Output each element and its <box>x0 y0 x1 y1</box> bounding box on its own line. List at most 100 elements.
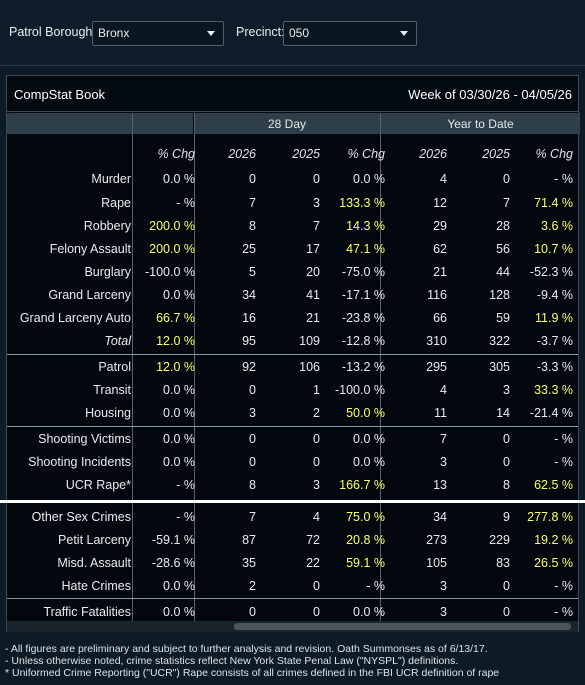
table-cell: -100.0 % <box>334 383 385 397</box>
table-row[interactable]: Grand Larceny 0.0 % 34 41 -17.1 % 116 128 -9.4 … <box>7 284 578 307</box>
table-cell: 75.0 % <box>346 510 385 524</box>
table-cell: 16 <box>242 311 256 325</box>
row-label: Robbery <box>83 219 131 233</box>
section-divider <box>0 500 585 503</box>
table-cell: 3.6 % <box>541 219 573 233</box>
scrollbar-thumb[interactable] <box>234 623 571 630</box>
table-row[interactable]: Grand Larceny Auto 66.7 % 16 21 -23.8 % 66 59 1… <box>7 307 578 330</box>
chevron-down-icon <box>207 31 215 36</box>
table-row[interactable]: UCR Rape* - % 8 3 166.7 % 13 8 62.5 % <box>7 474 578 497</box>
column-header[interactable]: % Chg <box>157 147 195 161</box>
table-cell: 7 <box>249 510 256 524</box>
column-header[interactable]: 2026 <box>228 147 256 161</box>
table-cell: - % <box>366 579 385 593</box>
row-label: Patrol <box>98 360 131 374</box>
table-row[interactable]: Total 12.0 % 95 109 -12.8 % 310 322 -3.7 % <box>7 330 578 353</box>
table-cell: 5 <box>249 265 256 279</box>
table-cell: 0 <box>313 432 320 446</box>
table-cell: 0.0 % <box>353 432 385 446</box>
horizontal-scrollbar[interactable] <box>7 621 578 632</box>
table-cell: 66.7 % <box>156 311 195 325</box>
table-cell: -100.0 % <box>144 265 195 279</box>
table-cell: 56 <box>496 242 510 256</box>
column-header[interactable]: % Chg <box>535 147 573 161</box>
row-group-divider <box>7 426 578 427</box>
table-cell: 35 <box>242 556 256 570</box>
table-cell: 0.0 % <box>163 605 195 619</box>
table-cell: 10.7 % <box>534 242 573 256</box>
borough-select[interactable]: Bronx <box>92 21 224 46</box>
table-cell: 0.0 % <box>163 383 195 397</box>
table-cell: 0.0 % <box>163 288 195 302</box>
table-cell: 50.0 % <box>346 406 385 420</box>
table-cell: 0 <box>503 455 510 469</box>
table-row[interactable]: Murder 0.0 % 0 0 0.0 % 4 0 - % <box>7 168 578 191</box>
table-row[interactable]: Burglary -100.0 % 5 20 -75.0 % 21 44 -52.3 % <box>7 261 578 284</box>
table-row[interactable]: Felony Assault 200.0 % 25 17 47.1 % 62 56 10.7 … <box>7 238 578 261</box>
table-row[interactable]: Transit 0.0 % 0 1 -100.0 % 4 3 33.3 % <box>7 379 578 402</box>
table-row[interactable]: Housing 0.0 % 3 2 50.0 % 11 14 -21.4 % <box>7 402 578 425</box>
table-row[interactable]: Traffic Fatalities 0.0 % 0 0 0.0 % 3 0 - % <box>7 601 578 624</box>
table-cell: - % <box>554 579 573 593</box>
table-cell: 0.0 % <box>163 432 195 446</box>
table-row[interactable]: Shooting Incidents 0.0 % 0 0 0.0 % 3 0 - % <box>7 451 578 474</box>
row-label: Grand Larceny Auto <box>19 311 131 325</box>
table-cell: 9 <box>503 510 510 524</box>
table-cell: 3 <box>313 196 320 210</box>
table-cell: 14.3 % <box>346 219 385 233</box>
footnote: - Unless otherwise noted, crime statisti… <box>5 655 459 667</box>
table-row[interactable]: Other Sex Crimes - % 7 4 75.0 % 34 9 277.8 % <box>7 506 578 529</box>
chevron-down-icon <box>400 31 408 36</box>
row-label: Misd. Assault <box>57 556 131 570</box>
table-row[interactable]: Shooting Victims 0.0 % 0 0 0.0 % 7 0 - % <box>7 428 578 451</box>
table-cell: 8 <box>249 478 256 492</box>
table-cell: 109 <box>299 334 320 348</box>
table-cell: 0.0 % <box>163 172 195 186</box>
row-group-divider <box>7 354 578 355</box>
table-cell: 0 <box>503 172 510 186</box>
table-cell: 12.0 % <box>156 360 195 374</box>
column-header[interactable]: 2025 <box>292 147 320 161</box>
table-cell: 273 <box>426 533 447 547</box>
filter-bar: Patrol Borough: Bronx Precinct: 050 <box>0 0 585 66</box>
table-cell: 4 <box>440 172 447 186</box>
table-cell: 0 <box>249 455 256 469</box>
row-label: Felony Assault <box>49 242 131 256</box>
precinct-label: Precinct: <box>236 25 285 39</box>
table-cell: 0.0 % <box>163 406 195 420</box>
table-row[interactable]: Misd. Assault -28.6 % 35 22 59.1 % 105 83 26.5 … <box>7 552 578 575</box>
panel-header: CompStat Book Week of 03/30/26 - 04/05/2… <box>7 76 578 112</box>
table-row[interactable]: Petit Larceny -59.1 % 87 72 20.8 % 273 229 19.2… <box>7 529 578 552</box>
table-cell: 3 <box>440 455 447 469</box>
table-cell: 0.0 % <box>163 455 195 469</box>
row-label: Housing <box>85 406 131 420</box>
table-cell: 0.0 % <box>163 579 195 593</box>
table-cell: 305 <box>489 360 510 374</box>
table-cell: 8 <box>503 478 510 492</box>
table-cell: 47.1 % <box>346 242 385 256</box>
column-header[interactable]: 2025 <box>482 147 510 161</box>
table-cell: 17 <box>306 242 320 256</box>
table-cell: 0 <box>503 579 510 593</box>
table-row[interactable]: Patrol 12.0 % 92 106 -13.2 % 295 305 -3.3 % <box>7 356 578 379</box>
precinct-select[interactable]: 050 <box>283 21 417 46</box>
table-cell: - % <box>176 196 195 210</box>
table-cell: 128 <box>489 288 510 302</box>
table-cell: 200.0 % <box>149 219 195 233</box>
row-label: Shooting Incidents <box>28 455 131 469</box>
table-cell: 95 <box>242 334 256 348</box>
table-row[interactable]: Hate Crimes 0.0 % 2 0 - % 3 0 - % <box>7 575 578 598</box>
table-row[interactable]: Rape - % 7 3 133.3 % 12 7 71.4 % <box>7 192 578 215</box>
table-cell: 0 <box>313 455 320 469</box>
table-cell: 33.3 % <box>534 383 573 397</box>
column-header[interactable]: % Chg <box>347 147 385 161</box>
band-28-day: 28 Day <box>194 113 380 134</box>
table-row[interactable]: Robbery 200.0 % 8 7 14.3 % 29 28 3.6 % <box>7 215 578 238</box>
table-cell: 87 <box>242 533 256 547</box>
table-cell: 0 <box>249 383 256 397</box>
table-cell: 7 <box>440 432 447 446</box>
column-header[interactable]: 2026 <box>419 147 447 161</box>
table-cell: 0 <box>313 579 320 593</box>
table-cell: -13.2 % <box>341 360 385 374</box>
table-cell: 34 <box>433 510 447 524</box>
